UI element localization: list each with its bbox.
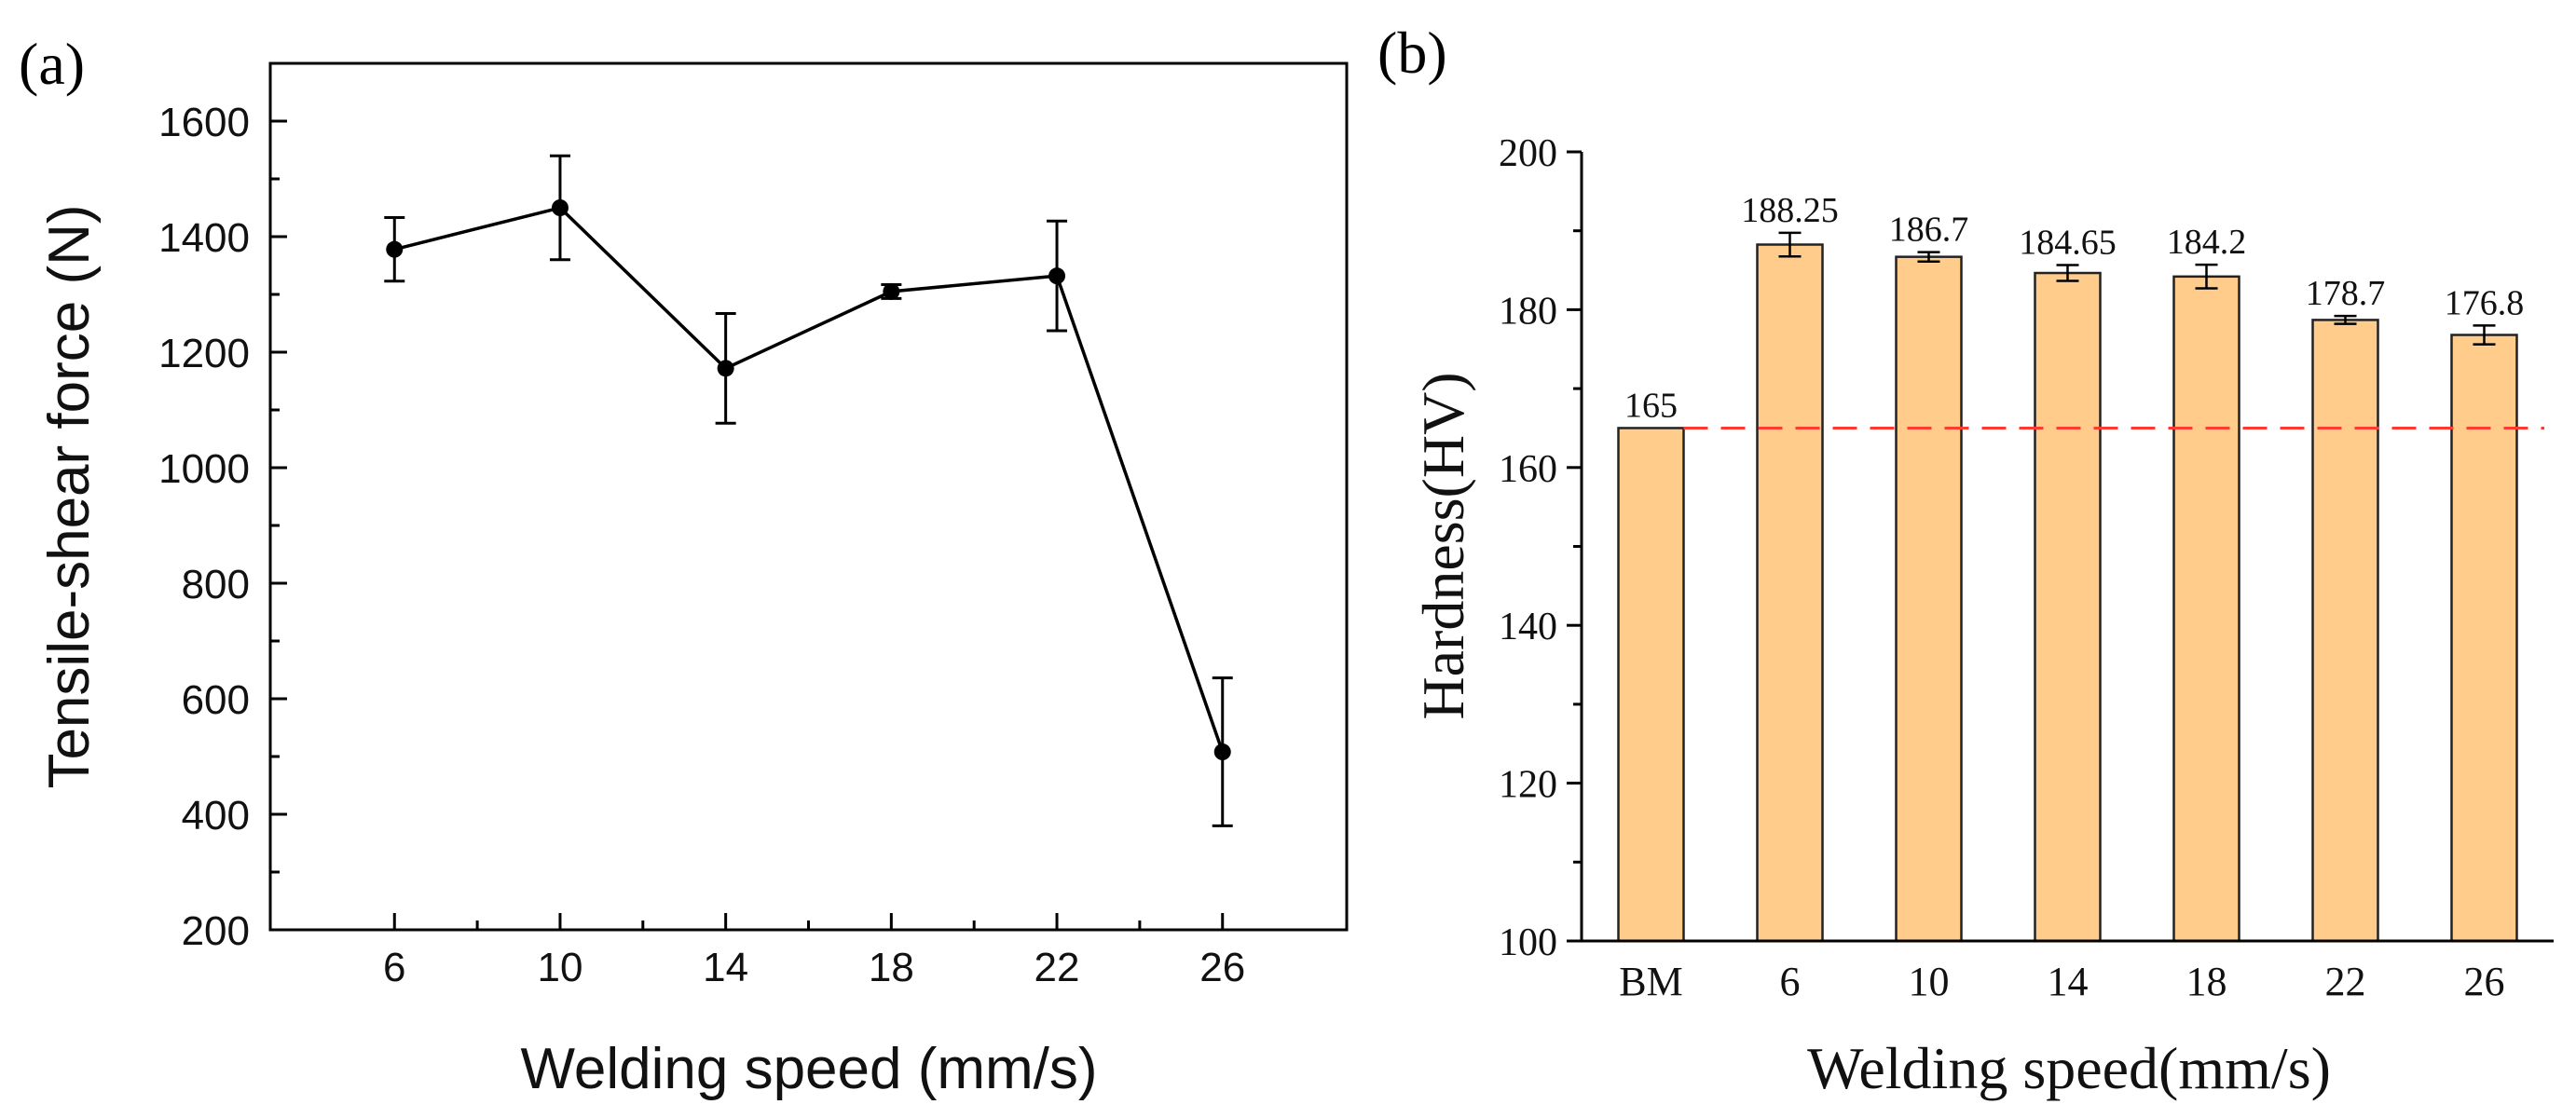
data-point (883, 282, 900, 300)
data-point (1048, 267, 1066, 285)
x-tick-label: 22 (2325, 959, 2366, 1004)
x-tick-label: 18 (2186, 959, 2227, 1004)
x-tick-label: 10 (537, 945, 582, 990)
panel-a: (a) 200 400 600 800 1000 1200 1400 1600 6 10 14 18… (19, 31, 1349, 1101)
panel-a-series (384, 154, 1233, 827)
y-tick-label: 120 (1499, 764, 1557, 807)
series-line (393, 206, 1225, 753)
panel-b-error-bars (1778, 231, 2496, 346)
y-tick-label: 800 (182, 562, 250, 607)
panel-b-label: (b) (1377, 20, 1447, 86)
panel-a-x-axis: 6 10 14 18 22 26 (383, 913, 1245, 990)
bar-value-label: 188.25 (1741, 191, 1839, 230)
bar (2311, 319, 2379, 943)
data-point (717, 360, 734, 377)
panel-b-value-labels: 165 188.25 186.7 184.65 184.2 178.7 176.8 (1624, 191, 2524, 426)
data-point (551, 199, 569, 216)
y-tick-label: 1600 (158, 100, 250, 145)
y-tick-label: 160 (1499, 448, 1557, 491)
panel-b-bars (1617, 243, 2518, 943)
y-tick-label: 1000 (158, 446, 250, 492)
bar (1617, 427, 1685, 943)
panel-b-x-axis-title: Welding speed(mm/s) (1807, 1035, 2331, 1101)
y-tick-label: 600 (182, 677, 250, 723)
panel-a-label: (a) (19, 31, 85, 97)
x-tick-label: BM (1619, 959, 1682, 1004)
bar-value-label: 184.2 (2167, 223, 2247, 262)
y-tick-label: 1200 (158, 331, 250, 376)
y-tick-label: 200 (182, 908, 250, 954)
x-tick-label: 22 (1035, 945, 1080, 990)
panel-a-x-axis-title: Welding speed (mm/s) (520, 1037, 1097, 1101)
bar-value-label: 178.7 (2306, 274, 2386, 313)
panel-b-y-axis-title: Hardness(HV) (1410, 372, 1476, 719)
panel-a-y-axis-title: Tensile-shear force (N) (37, 204, 102, 788)
bar-value-label: 186.7 (1889, 211, 1969, 250)
bar-value-label: 165 (1624, 386, 1678, 425)
x-tick-label: 6 (383, 945, 405, 990)
x-tick-label: 26 (2464, 959, 2505, 1004)
x-tick-label: 10 (1909, 959, 1950, 1004)
y-tick-label: 1400 (158, 215, 250, 261)
bar (2172, 275, 2240, 943)
y-tick-label: 400 (182, 793, 250, 838)
bar-value-label: 184.65 (2019, 224, 2117, 263)
panel-b-y-axis: 100 120 140 160 180 200 (1499, 132, 1582, 964)
bar (1895, 255, 1963, 943)
panel-a-y-axis: 200 400 600 800 1000 1200 1400 1600 (158, 100, 287, 954)
bar (1756, 243, 1824, 943)
x-tick-label: 14 (703, 945, 748, 990)
bar (2034, 271, 2102, 943)
x-tick-label: 6 (1780, 959, 1801, 1004)
x-tick-label: 14 (2048, 959, 2089, 1004)
panel-a-plot-frame (268, 61, 1349, 932)
y-tick-label: 140 (1499, 606, 1557, 648)
bar-value-label: 176.8 (2445, 283, 2525, 322)
x-tick-label: 18 (869, 945, 914, 990)
bar (2450, 334, 2518, 943)
y-tick-label: 100 (1499, 921, 1557, 964)
y-tick-label: 200 (1499, 132, 1557, 175)
data-point (386, 240, 404, 258)
x-tick-label: 26 (1199, 945, 1245, 990)
data-point (1213, 743, 1231, 761)
y-tick-label: 180 (1499, 290, 1557, 333)
panel-b-x-axis: BM 6 10 14 18 22 26 (1619, 959, 2504, 1004)
